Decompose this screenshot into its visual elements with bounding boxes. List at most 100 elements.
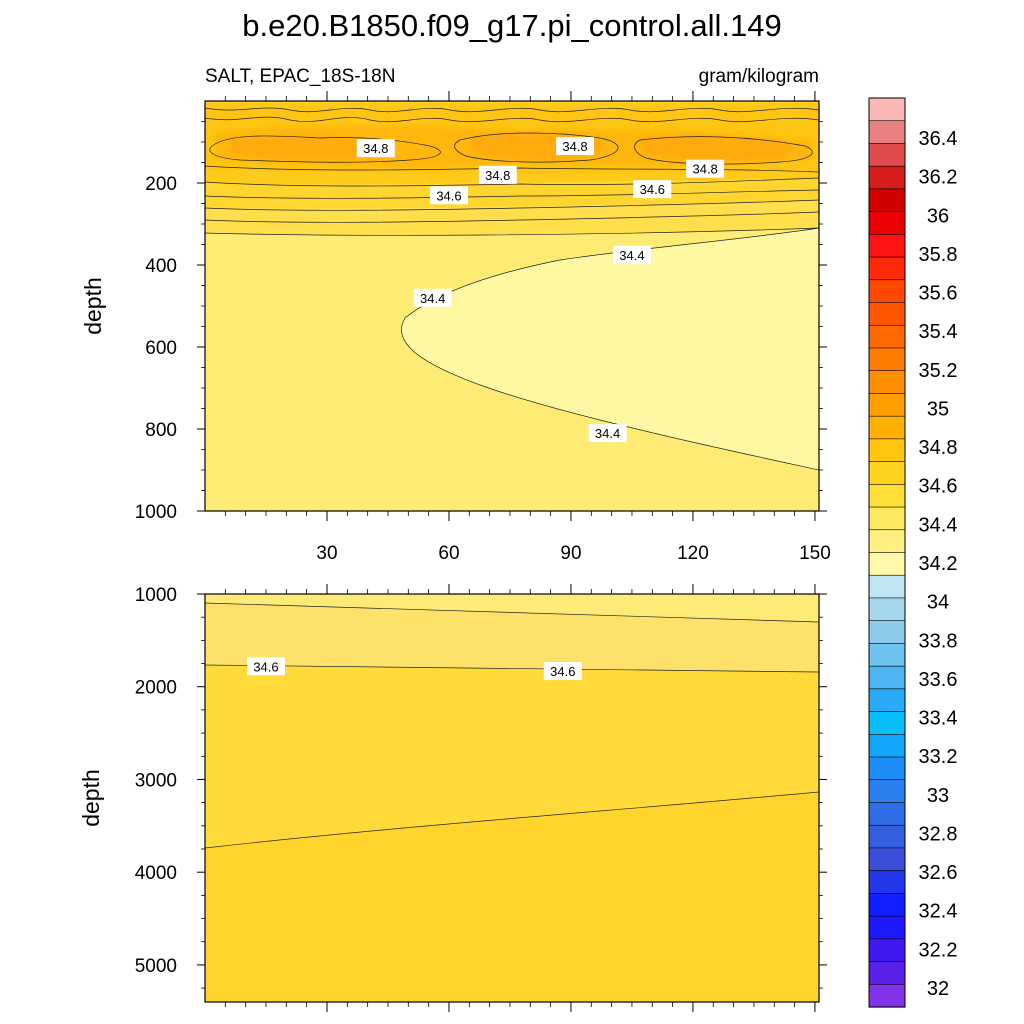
contour-label-text: 34.4 [619,248,644,263]
colorbar-swatch [868,915,906,940]
colorbar-swatch [868,756,906,781]
y-tick-label: 200 [145,174,177,195]
colorbar-label: 36.4 [919,128,958,150]
x-tick-label: 120 [677,543,709,564]
upper-panel: 200 400 600 800 1000 30 60 90 120 150 depth 34.8… [80,91,831,564]
contour-label: 34.8 [686,159,725,178]
colorbar-swatch [868,165,906,190]
colorbar-swatch [868,961,906,985]
colorbar-swatch [868,597,906,622]
colorbar-swatch [868,938,906,963]
colorbar-swatch [868,688,906,713]
colorbar-frame [868,97,906,1008]
contour-label-box [478,165,517,184]
upper-x-tick-labels: 30 60 90 120 150 [316,543,830,564]
x-tick-label: 60 [438,543,459,564]
upper-contour-labels: 34.8 34.8 34.8 34.8 34.6 34.6 34.4 34.4 34.4 [356,137,725,443]
colorbar-label: 35.8 [919,244,958,266]
lower-contour-labels: 34.6 34.6 [246,657,582,680]
contour-label-box [612,245,651,264]
colorbar-swatch [868,484,906,508]
colorbar-swatch [868,188,906,213]
colorbar-label: 35.4 [919,321,958,343]
colorbar-label: 35.6 [919,283,958,305]
contour-label-text: 34.8 [485,168,510,183]
contour-label-text: 34.6 [253,659,278,674]
contour-label-text: 34.4 [595,426,620,441]
colorbar-label: 33.8 [919,630,958,652]
colorbar-swatch [868,393,906,417]
upper-axis-ticks [197,91,827,521]
y-tick-label: 4000 [135,863,177,884]
x-tick-label: 30 [316,543,337,564]
y-tick-label: 2000 [135,678,177,699]
contour-label: 34.8 [478,165,517,184]
figure-title: b.e20.B1850.f09_g17.pi_control.all.149 [242,8,782,43]
upper-y-axis-label: depth [80,277,106,335]
y-tick-label: 1000 [135,585,177,606]
contour-label: 34.4 [588,424,627,443]
colorbar-swatch [868,324,906,349]
y-tick-label: 1000 [135,502,177,523]
colorbar-swatch [868,779,906,804]
colorbar-swatch [868,574,906,599]
x-tick-label: 150 [799,543,831,564]
lower-contour-fill [205,594,819,1002]
colorbar-label: 32.4 [919,901,958,923]
contour-label-box [356,139,395,158]
contour-label-box [543,661,582,680]
variable-region-label: SALT, EPAC_18S-18N [205,66,395,87]
contour-label-box [633,180,672,199]
colorbar-swatch [868,438,906,463]
colorbar-swatch [868,97,906,122]
contour-label-box [588,424,627,443]
contour-label-box [556,137,595,156]
lower-panel: 1000 2000 3000 4000 5000 depth 34.6 34.6 [78,584,827,1012]
band-35-1c [640,136,794,161]
colorbar-swatch [868,870,906,894]
lower-y-tick-labels: 1000 2000 3000 4000 5000 [135,585,177,977]
units-label: gram/kilogram [699,66,819,87]
contour-label-box [246,657,285,676]
colorbar-swatch [868,552,906,576]
lower-contour-lines [205,602,819,849]
colorbar-swatch [868,733,906,758]
colorbar-label: 33.4 [919,708,958,730]
contour-label-text: 34.4 [420,291,445,306]
colorbar-swatch [868,347,906,372]
colorbar-label: 34.8 [919,437,958,459]
lower-axis-ticks [197,584,827,1012]
x-tick-label: 90 [560,543,581,564]
colorbar-swatch [868,893,906,917]
y-tick-label: 5000 [135,956,177,977]
colorbar-swatch [868,506,906,531]
colorbar-swatch [868,279,906,304]
y-tick-label: 600 [145,338,177,359]
colorbar-label: 35.2 [919,360,958,382]
colorbar-label: 32.8 [919,823,958,845]
colorbar-swatch [868,665,906,690]
colorbar-swatch [868,824,906,849]
colorbar-label: 32 [927,978,949,1000]
colorbar-swatch [868,620,906,644]
contour-label: 34.4 [413,288,452,307]
colorbar-label: 36 [927,205,949,227]
contour-label: 34.6 [543,661,582,680]
contour-label: 34.4 [612,245,651,264]
upper-y-tick-labels: 200 400 600 800 1000 [135,174,177,523]
colorbar-swatch [868,370,906,395]
colorbar-swatch [868,983,906,1008]
colorbar-swatch [868,461,906,485]
y-tick-label: 3000 [135,770,177,791]
colorbar-swatch [868,711,906,735]
contour-label-text: 34.8 [363,141,388,156]
colorbar-label: 34.6 [919,476,958,498]
colorbar-swatch [868,802,906,826]
contour-label-text: 34.6 [640,182,665,197]
y-tick-label: 800 [145,420,177,441]
colorbar-swatch [868,256,906,281]
colorbar-swatch [868,529,906,554]
contour-label: 34.8 [356,139,395,158]
colorbar-swatch [868,120,906,145]
